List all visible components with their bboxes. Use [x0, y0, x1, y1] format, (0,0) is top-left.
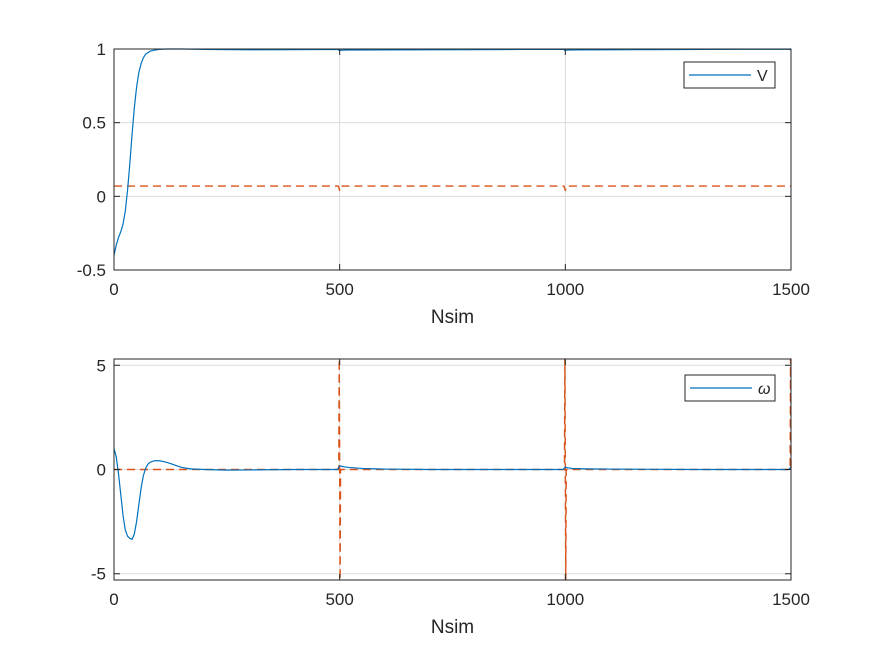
x-tick-label: 1500: [772, 590, 810, 609]
legend-label-omega: ω: [758, 381, 770, 398]
reference-line: [114, 185, 791, 192]
x-axis-label: Nsim: [431, 617, 474, 638]
x-tick-label: 1000: [546, 280, 584, 299]
x-tick-label: 0: [109, 280, 118, 299]
series-lines: [113, 448, 792, 540]
y-tick-label: 0: [97, 461, 106, 480]
y-tick-label: -5: [91, 565, 106, 584]
y-tick-label: 0.5: [82, 114, 106, 133]
axes-frame: [113, 48, 792, 271]
reference-lines: [114, 358, 792, 581]
y-tick-label: 0: [97, 187, 106, 206]
y-tick-label: 1: [97, 40, 106, 59]
legend: ω: [684, 374, 776, 402]
legend-label-v: V: [757, 68, 768, 85]
subplot-angular-velocity: 0 500 1000 1500-505 Nsim ω: [91, 356, 810, 638]
reference-lines: [114, 185, 791, 192]
subplot-velocity: 0 500 1000 1500-0.500.51 Nsim V: [77, 40, 810, 328]
ticks: 0 500 1000 1500-505: [91, 356, 810, 609]
y-tick-label: 5: [97, 356, 106, 375]
plot-area: [114, 49, 791, 270]
legend: V: [683, 61, 776, 89]
y-tick-label: -0.5: [77, 261, 106, 280]
x-tick-label: 500: [325, 590, 353, 609]
ticks: 0 500 1000 1500-0.500.51: [77, 40, 810, 299]
x-tick-label: 500: [325, 280, 353, 299]
series-line: [113, 448, 792, 540]
x-axis-label: Nsim: [431, 307, 474, 328]
x-tick-label: 0: [109, 590, 118, 609]
x-tick-label: 1000: [546, 590, 584, 609]
x-tick-label: 1500: [772, 280, 810, 299]
reference-line: [114, 358, 792, 581]
